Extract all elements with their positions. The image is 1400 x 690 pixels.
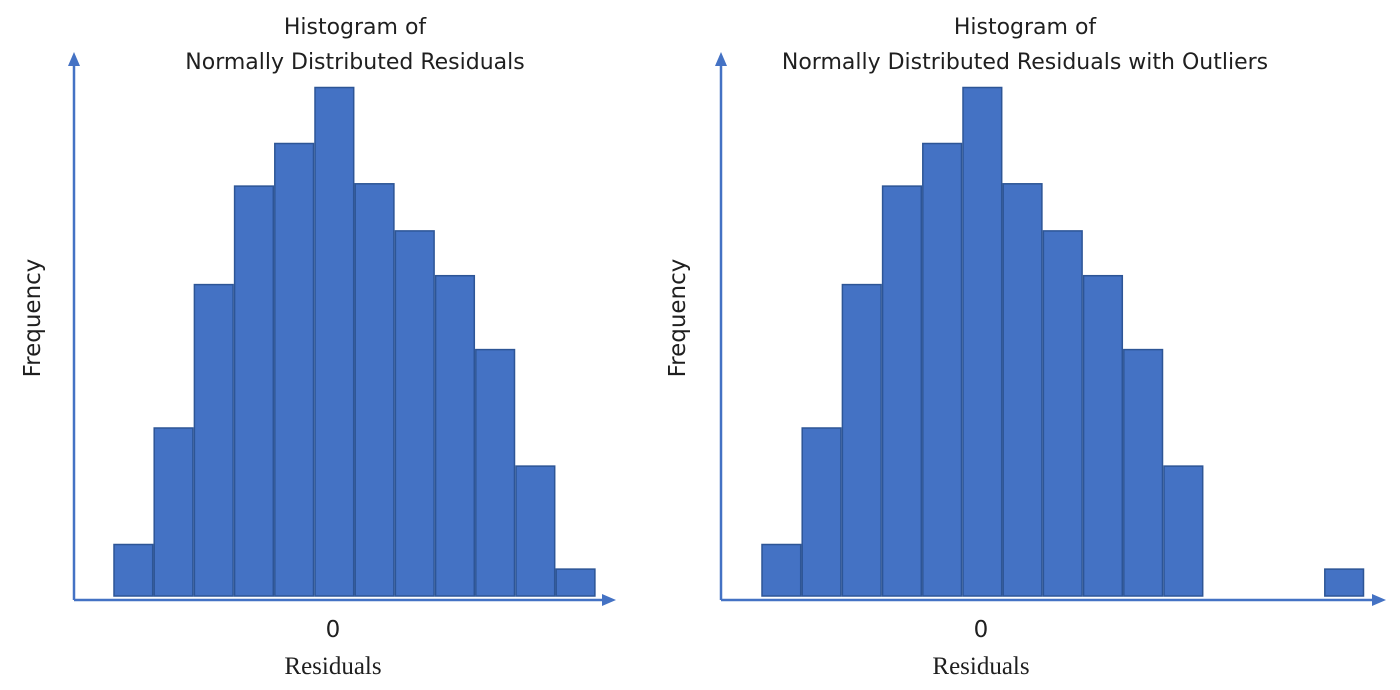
histogram-bar-10 (475, 348, 516, 597)
y-axis-arrowhead (715, 52, 727, 66)
histogram-bar-5 (274, 142, 315, 597)
histogram-bar-5 (922, 142, 963, 597)
x-axis-label: Residuals (284, 653, 381, 680)
histogram-bar-9 (434, 274, 476, 597)
histogram-bar-12 (1324, 568, 1365, 597)
x-axis-label: Residuals (932, 653, 1029, 680)
histogram-bar-4 (881, 185, 923, 597)
x-tick-zero: 0 (974, 617, 989, 643)
histogram-bar-10 (1123, 348, 1164, 597)
x-axis-arrowhead (602, 594, 616, 606)
y-axis-arrowhead (68, 52, 80, 66)
bars-group (761, 86, 1365, 597)
histogram-panel-normal: Histogram of Normally Distributed Residu… (20, 15, 616, 680)
histogram-panel-outliers: Histogram of Normally Distributed Residu… (665, 15, 1386, 680)
chart-title-line-1: Histogram of (954, 15, 1098, 40)
histogram-bar-4 (233, 185, 275, 597)
x-tick-zero: 0 (326, 617, 341, 643)
histogram-bar-7 (354, 183, 395, 597)
histogram-bar-1 (761, 543, 802, 597)
histogram-bar-8 (394, 230, 435, 597)
histogram-bar-6 (962, 86, 1003, 597)
histogram-bar-8 (1042, 230, 1083, 597)
histogram-bar-11 (515, 465, 556, 597)
chart-title-line-2: Normally Distributed Residuals (185, 50, 524, 75)
chart-title-line-1: Histogram of (284, 15, 428, 40)
histogram-bar-2 (153, 427, 194, 597)
histogram-bar-3 (841, 283, 882, 597)
histogram-bar-6 (314, 86, 355, 597)
chart-title-line-2: Normally Distributed Residuals with Outl… (782, 50, 1268, 75)
histogram-bar-1 (113, 543, 154, 597)
y-axis-label: Frequency (20, 259, 46, 378)
histogram-bar-3 (193, 283, 234, 597)
histogram-bar-12 (555, 568, 596, 597)
bars-group (113, 86, 596, 597)
x-axis-arrowhead (1372, 594, 1386, 606)
histogram-bar-9 (1082, 274, 1124, 597)
histogram-bar-11 (1163, 465, 1204, 597)
y-axis-label: Frequency (665, 259, 691, 378)
histogram-bar-2 (801, 427, 842, 597)
histogram-bar-7 (1002, 183, 1043, 597)
